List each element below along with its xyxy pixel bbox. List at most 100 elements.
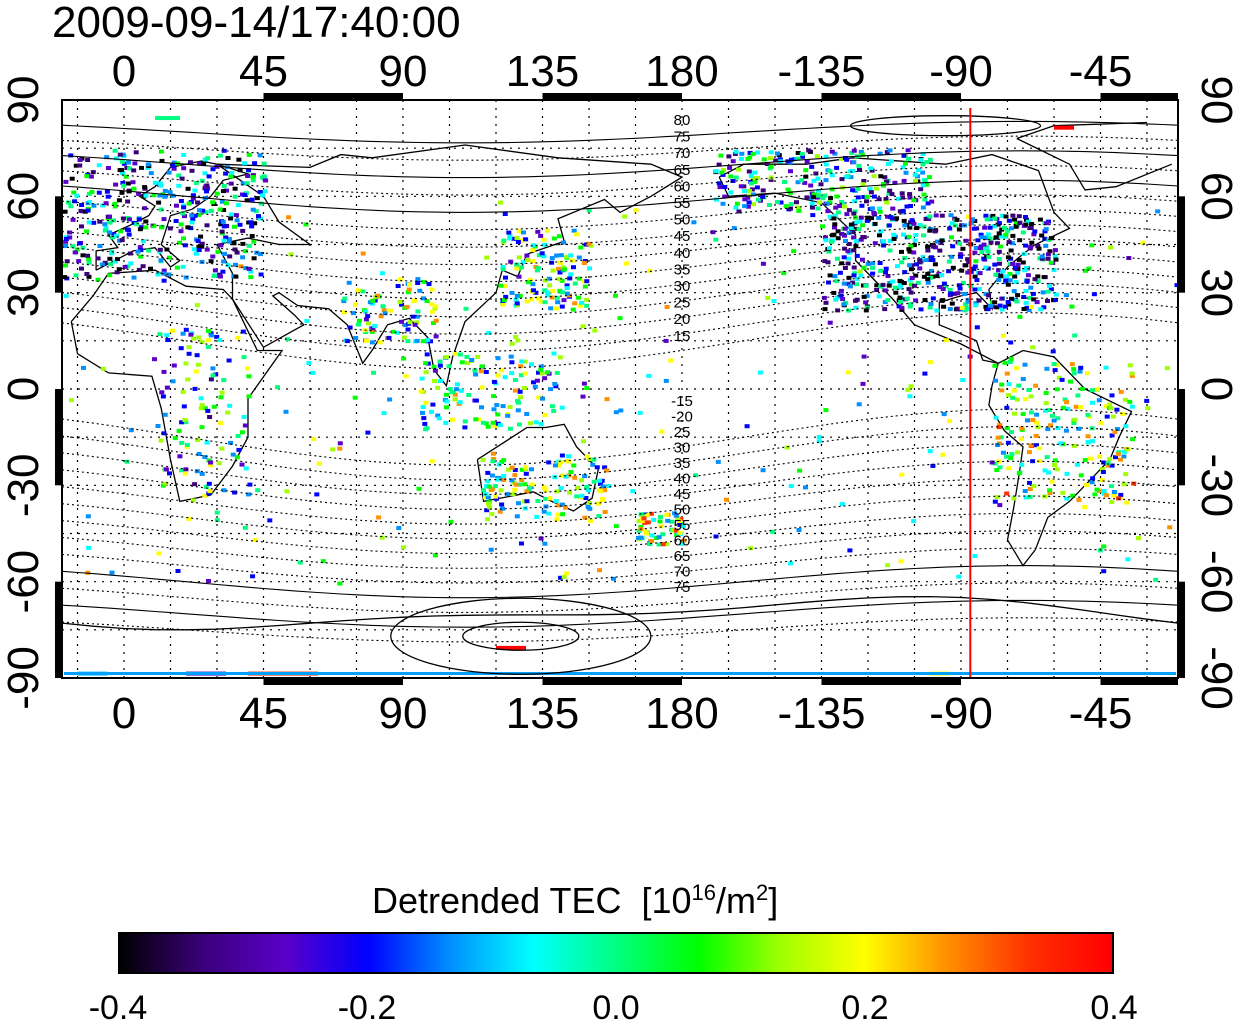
tec-point xyxy=(580,324,586,329)
tec-point xyxy=(508,354,514,359)
tec-point xyxy=(1076,426,1082,431)
tec-point xyxy=(194,353,200,358)
tec-point xyxy=(1035,274,1041,279)
tec-point xyxy=(423,370,429,375)
tec-point xyxy=(972,250,978,255)
tec-point xyxy=(1073,404,1079,409)
tec-point xyxy=(1023,243,1029,248)
tec-point xyxy=(507,405,513,409)
tec-point xyxy=(1124,447,1130,452)
tec-point xyxy=(86,545,92,550)
tec-point xyxy=(769,529,775,534)
tec-point xyxy=(70,244,76,249)
tec-point xyxy=(1052,248,1058,253)
tec-point xyxy=(72,199,78,204)
tec-point xyxy=(815,206,821,211)
tec-point xyxy=(535,266,541,270)
tec-point xyxy=(803,485,808,490)
tec-point xyxy=(211,274,217,278)
tec-point xyxy=(189,220,195,225)
tec-point xyxy=(902,270,908,275)
tec-point xyxy=(848,225,854,230)
tec-point xyxy=(587,266,592,271)
tec-point xyxy=(524,412,530,416)
mlat-contour xyxy=(61,297,1179,353)
tec-point xyxy=(1005,440,1011,445)
tec-point xyxy=(835,295,840,300)
tec-point xyxy=(161,431,167,436)
tec-point xyxy=(523,237,529,242)
contour-label: 55 xyxy=(674,195,691,212)
tec-point xyxy=(171,166,177,171)
tec-point xyxy=(407,282,412,287)
tec-point xyxy=(432,553,438,558)
tec-point xyxy=(907,263,913,268)
tec-point xyxy=(853,244,859,249)
tec-point xyxy=(524,299,530,304)
lat-tick-label-left: 90 xyxy=(0,76,48,125)
tec-point xyxy=(851,265,857,270)
tec-point xyxy=(889,192,895,197)
tec-point xyxy=(516,501,521,506)
tec-point xyxy=(498,200,503,205)
tec-point xyxy=(1100,470,1106,474)
tec-point xyxy=(228,212,234,217)
tec-point xyxy=(978,232,984,237)
tec-point xyxy=(1091,292,1097,297)
tec-point xyxy=(443,420,449,425)
tec-point xyxy=(915,280,921,285)
tec-point xyxy=(923,217,929,221)
tec-point xyxy=(837,270,843,275)
tec-point xyxy=(897,278,903,283)
tec-point xyxy=(994,305,1000,310)
tec-point xyxy=(1071,367,1077,372)
mlat-contour xyxy=(61,617,1179,643)
tec-point xyxy=(107,273,113,278)
tec-point xyxy=(112,148,118,153)
tec-point xyxy=(1035,279,1041,284)
tec-point xyxy=(431,321,436,325)
tec-point xyxy=(997,234,1003,239)
tec-point xyxy=(1002,225,1007,230)
tec-point xyxy=(760,194,766,199)
tec-point xyxy=(800,154,805,159)
tec-point xyxy=(181,205,187,210)
lon-tick-label-top: 0 xyxy=(112,47,136,96)
tec-point xyxy=(130,180,136,185)
tec-point xyxy=(1043,391,1049,395)
tec-point xyxy=(337,581,343,586)
tec-point xyxy=(107,220,113,225)
tec-point xyxy=(485,495,491,500)
tec-point xyxy=(495,412,501,417)
axis-tick-labels: 0045459090135135180180-135-135-90-90-45-… xyxy=(0,47,1240,738)
contour-label: 70 xyxy=(674,145,691,162)
tec-point xyxy=(827,320,833,325)
tec-point xyxy=(841,281,847,286)
tec-point xyxy=(406,287,412,292)
tec-point xyxy=(89,190,95,194)
tec-point xyxy=(1028,394,1034,399)
tec-point xyxy=(1116,496,1122,501)
frame-bar-bottom xyxy=(1100,678,1178,685)
tec-point xyxy=(240,228,246,233)
tec-point xyxy=(1083,268,1088,273)
tec-point xyxy=(246,374,252,379)
tec-point xyxy=(720,201,726,206)
tec-point xyxy=(444,392,449,397)
tec-point xyxy=(811,178,817,183)
tec-point xyxy=(499,502,505,507)
tec-point xyxy=(959,223,965,228)
tec-point xyxy=(809,201,815,206)
tec-point xyxy=(816,439,822,444)
tec-point xyxy=(941,281,947,286)
tec-point xyxy=(839,177,845,182)
tec-point xyxy=(959,268,965,273)
tec-point xyxy=(839,231,845,236)
tec-point xyxy=(624,261,629,266)
tec-point xyxy=(500,265,506,269)
tec-point xyxy=(1024,305,1030,310)
tec-point xyxy=(557,288,563,293)
tec-point xyxy=(560,265,566,270)
tec-point xyxy=(1018,436,1024,441)
tec-point xyxy=(983,213,989,218)
